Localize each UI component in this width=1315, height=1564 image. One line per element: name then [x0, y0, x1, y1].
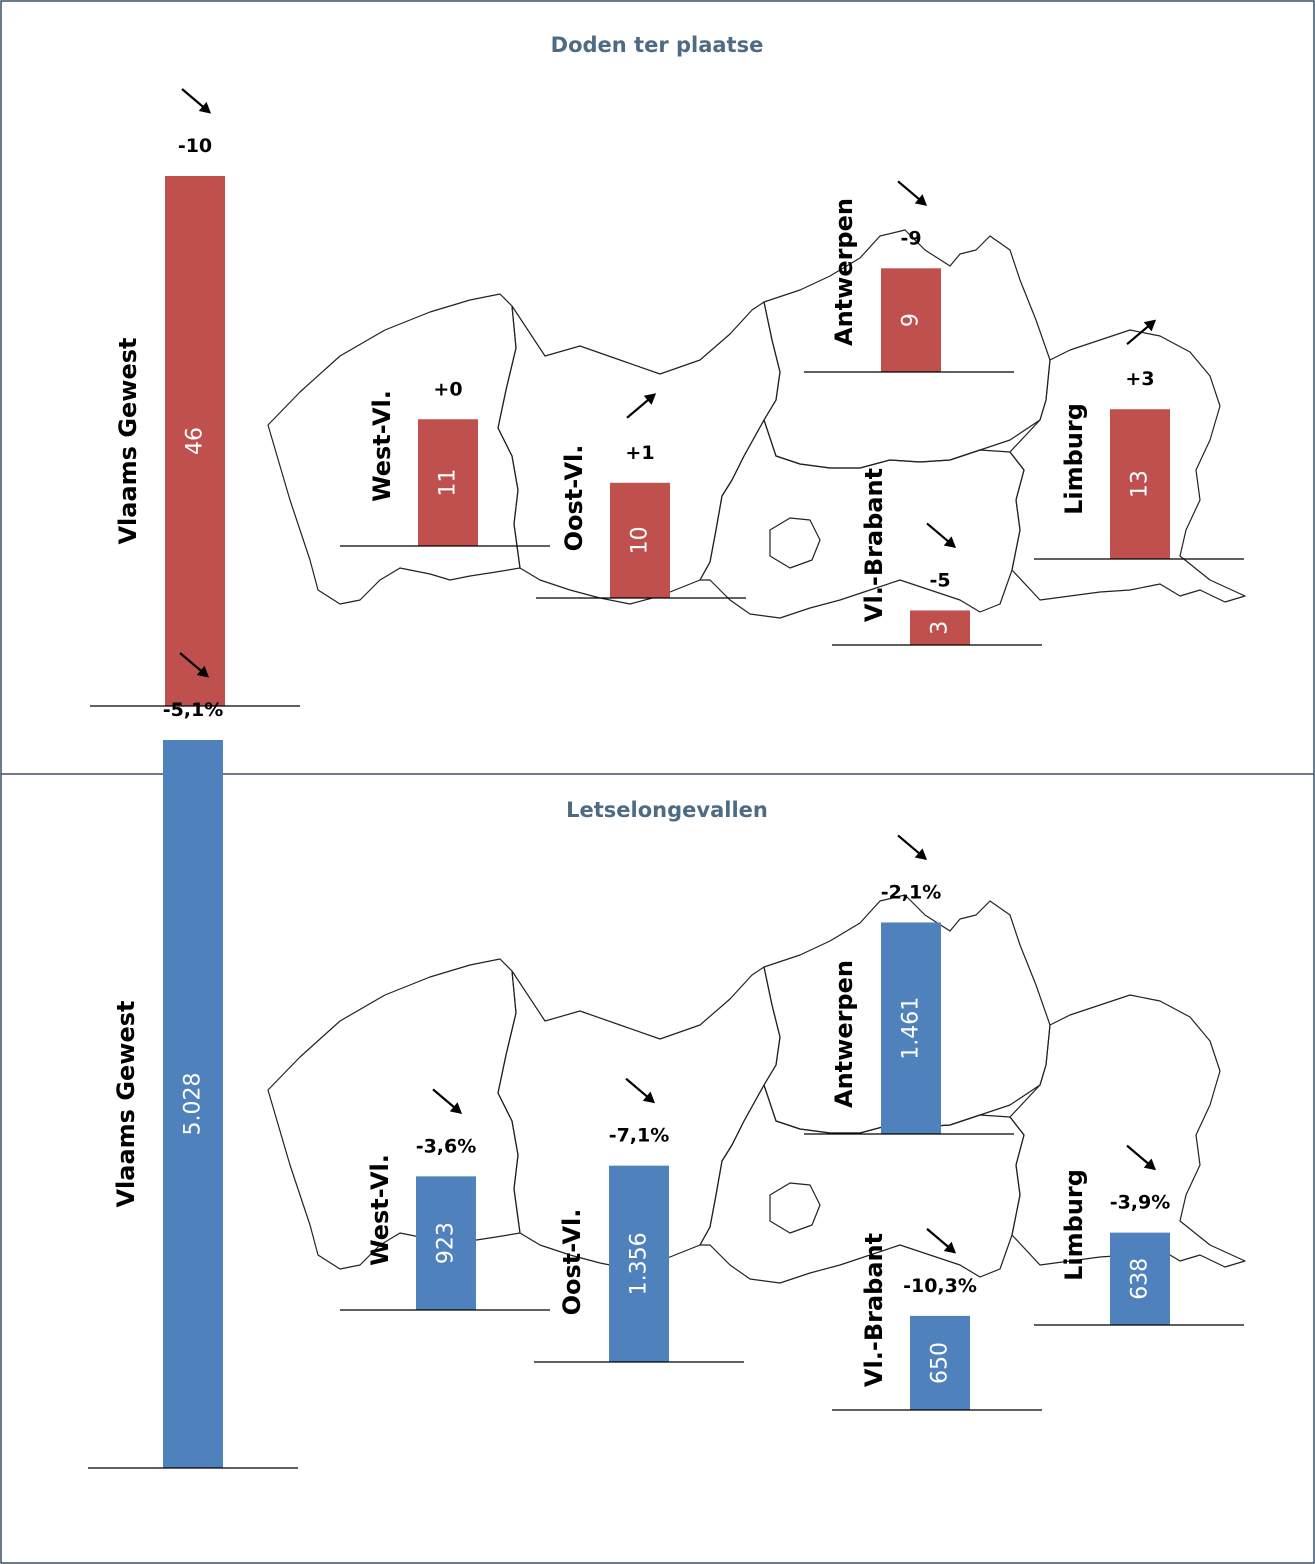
bar-value-label: 9 — [899, 313, 924, 327]
trend-arrow-icon — [926, 522, 957, 549]
bar-vlaams-gewest — [165, 176, 225, 706]
change-label: +3 — [1125, 368, 1154, 390]
region-vl-brabant: 650 Vl.-Brabant -10,3% — [832, 1228, 1042, 1411]
map-brussels — [769, 1182, 821, 1234]
bar-value-label: 13 — [1128, 470, 1153, 498]
change-label: -9 — [900, 227, 921, 249]
arrow-head — [642, 1091, 656, 1104]
arrow-head — [198, 101, 212, 114]
panel-deaths: Doden ter plaatse 46 Vlaams Gewest -10 1… — [90, 33, 1246, 707]
region-name: Limburg — [1060, 1169, 1088, 1281]
bar-oost-vl — [610, 482, 670, 598]
region-name: Vlaams Gewest — [114, 337, 142, 544]
region-name: Oost-Vl. — [560, 445, 588, 552]
change-label: +1 — [625, 442, 654, 464]
bar-value-label: 1.461 — [899, 997, 924, 1060]
region-vl-brabant: 3 Vl.-Brabant -5 — [832, 468, 1042, 646]
bar-vl-brabant — [910, 610, 970, 645]
bar-value-label: 1.356 — [627, 1232, 652, 1295]
change-label: -7,1% — [609, 1125, 670, 1147]
bar-vl-brabant — [910, 1315, 970, 1410]
map-brussels — [769, 517, 821, 569]
change-label: -10 — [178, 135, 212, 157]
region-name: Antwerpen — [830, 198, 858, 346]
flanders-map-outline — [267, 894, 1246, 1284]
region-oost-vl: 1.356 Oost-Vl. -7,1% — [534, 1077, 744, 1363]
region-limburg: 13 Limburg +3 — [1034, 319, 1244, 560]
trend-arrow-icon — [897, 834, 928, 861]
bar-value-label: 10 — [628, 526, 653, 554]
region-name: West-Vl. — [368, 390, 396, 502]
change-label: +0 — [433, 378, 462, 400]
arrow-head — [914, 848, 928, 861]
region-name: Oost-Vl. — [558, 1209, 586, 1316]
change-label: -5 — [929, 569, 950, 591]
bar-value-label: 3 — [928, 621, 953, 635]
region-name: Vl.-Brabant — [860, 468, 888, 622]
panel-title: Letselongevallen — [566, 798, 768, 822]
region-oost-vl: 10 Oost-Vl. +1 — [536, 393, 746, 599]
arrow-head — [1143, 1158, 1157, 1171]
region-vlaams-gewest: 46 Vlaams Gewest -10 — [90, 88, 300, 707]
map-west-vlaanderen — [267, 958, 521, 1270]
map-vlaams-brabant — [699, 419, 1025, 619]
arrow-head — [1143, 319, 1157, 332]
change-label: -10,3% — [903, 1275, 977, 1297]
bar-value-label: 638 — [1128, 1258, 1153, 1300]
bar-value-label: 5.028 — [181, 1073, 206, 1136]
region-antwerpen: 9 Antwerpen -9 — [804, 180, 1014, 373]
region-name: Limburg — [1060, 403, 1088, 515]
change-label: -3,6% — [416, 1135, 477, 1157]
arrow-head — [914, 194, 928, 206]
region-vlaams-gewest: 5.028 Vlaams Gewest -5,1% — [88, 652, 298, 1469]
trend-arrow-icon — [432, 1088, 463, 1114]
arrow-head — [943, 536, 957, 549]
bar-vlaams-gewest — [163, 740, 223, 1468]
bar-west-vl — [418, 419, 478, 546]
bar-value-label: 650 — [928, 1342, 953, 1384]
arrow-head — [449, 1102, 463, 1114]
trend-arrow-icon — [1126, 1144, 1157, 1171]
bar-west-vl — [416, 1176, 476, 1310]
change-label: -5,1% — [163, 699, 224, 721]
bar-value-label: 46 — [183, 427, 208, 455]
region-west-vl: 923 West-Vl. -3,6% — [340, 1088, 550, 1311]
flanders-map-outline — [267, 229, 1246, 619]
trend-arrow-icon — [897, 180, 928, 206]
region-name: West-Vl. — [366, 1154, 394, 1266]
trend-arrow-icon — [179, 652, 210, 678]
panel-title: Doden ter plaatse — [551, 33, 764, 57]
region-name: Vl.-Brabant — [860, 1233, 888, 1387]
map-limburg — [1009, 994, 1246, 1268]
region-limburg: 638 Limburg -3,9% — [1034, 1144, 1244, 1326]
bar-antwerpen — [881, 268, 941, 372]
region-name: Vlaams Gewest — [112, 1000, 140, 1207]
bar-oost-vl — [609, 1165, 669, 1362]
change-label: -3,9% — [1110, 1192, 1171, 1214]
bar-limburg — [1110, 409, 1170, 559]
trend-arrow-icon — [181, 88, 212, 114]
arrow-head — [943, 1241, 957, 1254]
arrow-head — [196, 665, 210, 678]
trend-arrow-icon — [625, 1077, 656, 1104]
trend-arrow-icon — [926, 1228, 957, 1254]
region-west-vl: 11 West-Vl. +0 — [340, 378, 550, 547]
arrow-head — [643, 393, 657, 405]
bar-value-label: 11 — [436, 469, 461, 497]
region-antwerpen: 1.461 Antwerpen -2,1% — [804, 834, 1014, 1135]
change-label: -2,1% — [881, 881, 942, 903]
bar-value-label: 923 — [434, 1222, 459, 1264]
region-name: Antwerpen — [830, 960, 858, 1108]
bar-antwerpen — [881, 922, 941, 1134]
bar-limburg — [1110, 1232, 1170, 1325]
map-limburg — [1009, 329, 1246, 603]
trend-arrow-icon — [1126, 319, 1157, 346]
trend-arrow-icon — [626, 393, 657, 419]
panel-injury-accidents: Letselongevallen 5.028 Vlaams Gewest -5,… — [88, 652, 1246, 1469]
